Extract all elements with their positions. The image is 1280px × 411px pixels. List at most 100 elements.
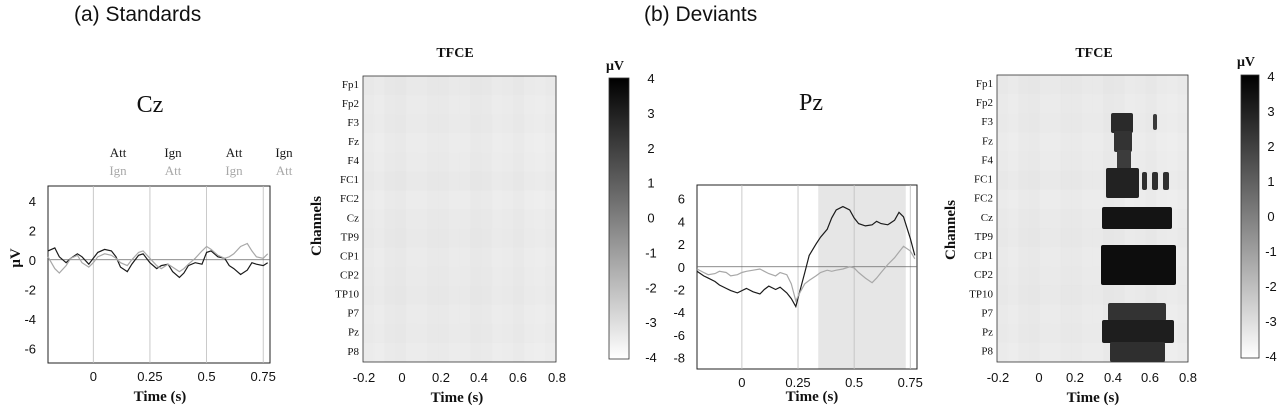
channel-label: Pz	[982, 327, 993, 339]
tfce-x-axis-label-standards: Time (s)	[431, 390, 484, 406]
channel-label: TP9	[975, 231, 994, 243]
colorbar-tick-label: -4	[645, 350, 657, 365]
erp-series-line	[696, 245, 916, 303]
erp-series-line	[47, 242, 269, 274]
condition-label-bottom: Att	[165, 163, 182, 178]
channel-label: Fz	[982, 135, 993, 147]
x-tick-label: 0.25	[785, 375, 810, 390]
heatmap-row	[363, 152, 556, 172]
heatmap-cell-band	[1166, 75, 1178, 362]
y-tick-label: -4	[24, 312, 36, 327]
erp-plot-cz: Cz Att Ign Att Ign Ign Att Ign Att 4 2 0 -2 -4 -6 0 0…	[8, 92, 293, 405]
heatmap-row	[997, 132, 1188, 152]
colorbar-tick-label: -3	[1265, 314, 1277, 329]
heatmap-row	[363, 323, 556, 343]
channel-label: CP2	[974, 269, 993, 281]
heatmap-cell-band	[405, 76, 418, 362]
significant-cluster-cell	[1101, 245, 1176, 285]
condition-label-top: Att	[110, 145, 127, 160]
x-tick-label: 0.4	[470, 370, 488, 385]
y-tick-label: 2	[678, 237, 685, 252]
channel-label: CP1	[974, 250, 993, 262]
heatmap-cell-band	[395, 76, 407, 362]
heatmap-frame	[362, 75, 557, 363]
heatmap-cell-band	[1018, 75, 1030, 362]
y-tick-label: 0	[678, 260, 685, 275]
heatmap-row	[363, 304, 556, 324]
colorbar-tick-label: 0	[647, 211, 654, 226]
channel-label: TP9	[341, 231, 360, 243]
colorbar-standards: μV 4 3 2 1 0 -1 -2 -3 -4	[606, 59, 657, 365]
channel-label: F3	[981, 116, 993, 128]
heatmap-row	[363, 171, 556, 191]
y-tick-label: -8	[673, 351, 685, 366]
erp-title-pz: Pz	[799, 90, 823, 116]
x-tick-label: 0.2	[1066, 370, 1084, 385]
heatmap-row	[997, 228, 1188, 248]
panel-label-deviants: (b) Deviants	[644, 3, 757, 26]
y-tick-label: -6	[24, 341, 36, 356]
heatmap-cell-band	[1050, 75, 1062, 362]
heatmap-row	[997, 113, 1188, 133]
y-tick-label: -6	[673, 328, 685, 343]
y-tick-label: 6	[678, 192, 685, 207]
heatmap-cell-band	[1039, 75, 1051, 362]
heatmap-cell-band	[384, 76, 396, 362]
x-tick-label: -0.2	[987, 370, 1009, 385]
heatmap-cell-band	[1007, 75, 1019, 362]
heatmap-cell-band	[480, 76, 493, 362]
colorbar-tick-label: 4	[1267, 69, 1274, 84]
x-tick-label: 0.2	[432, 370, 450, 385]
heatmap-row	[997, 285, 1188, 305]
heatmap-row	[363, 76, 556, 96]
x-tick-label: 0.8	[548, 370, 566, 385]
panel-label-standards: (a) Standards	[74, 3, 201, 26]
x-tick-label: 0.6	[1141, 370, 1159, 385]
erp-x-axis-label-pz: Time (s)	[786, 389, 839, 405]
y-tick-label: -2	[24, 282, 36, 297]
heatmap-cell-band	[363, 76, 375, 362]
heatmap-cell-band	[523, 76, 536, 362]
tfce-y-axis-label-deviants: Channels	[943, 200, 959, 260]
heatmap-row	[997, 75, 1188, 95]
colorbar-unit-deviants: μV	[1237, 55, 1255, 70]
heatmap-row	[363, 95, 556, 115]
heatmap-cell-band	[1177, 75, 1189, 362]
x-tick-label: 0.4	[1104, 370, 1122, 385]
erp-x-axis-label-cz: Time (s)	[134, 389, 187, 405]
tfce-title-deviants: TFCE	[1075, 46, 1112, 61]
x-tick-label: 0	[90, 369, 97, 384]
heatmap-cell-band	[416, 76, 428, 362]
heatmap-row	[997, 151, 1188, 171]
erp-frame-pz	[696, 184, 918, 370]
colorbar-gradient-standards	[608, 77, 630, 360]
heatmap-frame	[996, 74, 1189, 363]
condition-legend: Att Ign Att Ign Ign Att Ign Att	[109, 145, 293, 178]
colorbar-tick-label: 3	[647, 106, 654, 121]
colorbar-tick-label: 4	[647, 71, 654, 86]
erp-frame-cz	[47, 185, 271, 364]
heatmap-cell-band	[448, 76, 460, 362]
channel-label: FC1	[974, 174, 993, 186]
condition-label-top: Ign	[164, 145, 182, 160]
heatmap-row	[997, 189, 1188, 209]
condition-label-top: Ign	[275, 145, 293, 160]
significant-cluster-cell	[1153, 114, 1157, 130]
channel-label: Fp1	[976, 78, 993, 90]
heatmap-cell-band	[459, 76, 471, 362]
heatmap-row	[363, 114, 556, 134]
heatmap-cell-band	[1081, 75, 1093, 362]
channel-label: F3	[347, 117, 359, 129]
colorbar-tick-label: 2	[1267, 139, 1274, 154]
significant-cluster-cell	[1142, 172, 1147, 190]
colorbar-tick-label: -4	[1265, 349, 1277, 364]
channel-label: Fz	[348, 136, 359, 148]
heatmap-cell-band	[1092, 75, 1104, 362]
colorbar-tick-label: 0	[1267, 209, 1274, 224]
colorbar-tick-label: 1	[1267, 174, 1274, 189]
channel-label: CP1	[340, 250, 359, 262]
heatmap-cell-band	[534, 76, 546, 362]
colorbar-tick-label: -1	[1265, 244, 1277, 259]
heatmap-row	[363, 209, 556, 229]
